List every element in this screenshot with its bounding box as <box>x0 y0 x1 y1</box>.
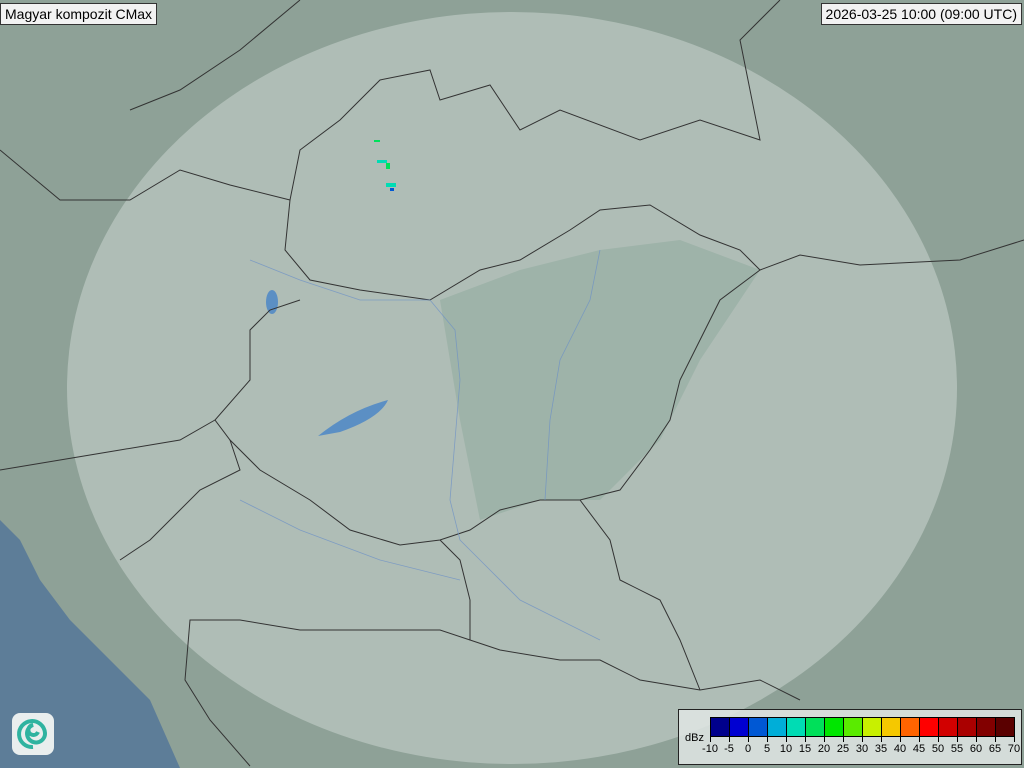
tick-label: 35 <box>874 743 888 755</box>
tick-mark <box>824 737 825 742</box>
color-swatch <box>825 718 844 736</box>
tick-mark <box>843 737 844 742</box>
color-swatch <box>939 718 958 736</box>
tick-label: 25 <box>836 743 850 755</box>
tick-label: 20 <box>817 743 831 755</box>
color-swatch <box>882 718 901 736</box>
tick-mark <box>938 737 939 742</box>
tick-mark <box>767 737 768 742</box>
tick-label: 5 <box>763 743 771 755</box>
radar-echoes <box>374 140 396 191</box>
tick-label: 30 <box>855 743 869 755</box>
tick-mark <box>881 737 882 742</box>
timestamp: 2026-03-25 10:00 (09:00 UTC) <box>820 3 1022 25</box>
tick-mark <box>729 737 730 742</box>
map-title: Magyar kompozit CMax <box>0 3 158 25</box>
tick-label: 45 <box>912 743 926 755</box>
tick-mark <box>710 737 711 742</box>
color-swatch <box>787 718 806 736</box>
tick-mark <box>748 737 749 742</box>
tick-label: -10 <box>702 743 718 755</box>
tick-label: 70 <box>1007 743 1021 755</box>
tick-label: -5 <box>724 743 734 755</box>
color-swatch <box>711 718 730 736</box>
tick-mark <box>862 737 863 742</box>
color-swatch <box>996 718 1014 736</box>
swirl-logo-icon <box>12 713 54 755</box>
dbz-color-legend: dBz -10 -5 0 5 10 15 20 25 30 35 40 45 50 55 60 65 70 <box>678 709 1022 765</box>
rivers <box>239 249 601 641</box>
color-scale <box>710 717 1015 737</box>
legend-unit: dBz <box>685 732 704 744</box>
tick-mark <box>919 737 920 742</box>
color-swatch <box>844 718 863 736</box>
tick-mark <box>1014 737 1015 742</box>
color-swatch <box>806 718 825 736</box>
color-swatch <box>863 718 882 736</box>
tick-label: 0 <box>744 743 752 755</box>
lake-balaton <box>318 400 388 436</box>
color-swatch <box>958 718 977 736</box>
tick-mark <box>957 737 958 742</box>
tick-label: 40 <box>893 743 907 755</box>
color-swatch <box>977 718 996 736</box>
tick-mark <box>786 737 787 742</box>
tick-label: 55 <box>950 743 964 755</box>
color-swatch <box>768 718 787 736</box>
tick-label: 15 <box>798 743 812 755</box>
color-swatch <box>901 718 920 736</box>
color-swatch <box>749 718 768 736</box>
tick-label: 60 <box>969 743 983 755</box>
tick-mark <box>900 737 901 742</box>
color-swatch <box>730 718 749 736</box>
tick-mark <box>995 737 996 742</box>
tick-label: 10 <box>779 743 793 755</box>
adriatic-sea <box>0 520 180 768</box>
tick-mark <box>805 737 806 742</box>
tick-label: 65 <box>988 743 1002 755</box>
lake-neusiedl <box>266 290 278 314</box>
tick-mark <box>976 737 977 742</box>
great-plain <box>440 240 760 520</box>
color-swatch <box>920 718 939 736</box>
tick-label: 50 <box>931 743 945 755</box>
